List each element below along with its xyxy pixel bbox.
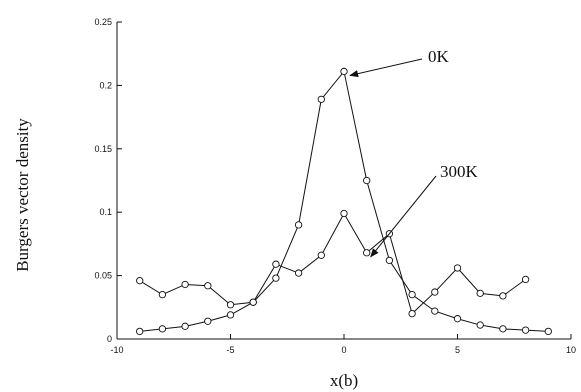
data-point (136, 277, 144, 285)
data-point (181, 280, 189, 289)
data-point (158, 325, 167, 333)
annotation-label: 300K (440, 162, 479, 181)
x-tick-label: 5 (455, 345, 460, 355)
data-point (408, 290, 416, 299)
data-point (363, 176, 371, 185)
data-point (226, 311, 235, 319)
y-axis-label: Burgers vector density (13, 118, 32, 272)
annotation-arrow (370, 175, 437, 258)
annotations-layer: 0K 300K (349, 47, 479, 258)
data-point (204, 317, 212, 325)
x-tick-label: 10 (566, 345, 576, 355)
data-point (317, 95, 325, 103)
x-tick-label: -10 (110, 345, 123, 355)
x-axis-ticks: -10 -5 0 5 10 (110, 334, 576, 355)
data-point (408, 309, 416, 318)
data-point (181, 322, 189, 330)
x-tick-label: -5 (226, 345, 234, 355)
series-layer (136, 67, 552, 336)
data-point (136, 327, 144, 336)
data-point (249, 298, 257, 306)
data-point (385, 256, 394, 265)
y-tick-label: 0.05 (94, 271, 112, 281)
data-point (453, 264, 462, 272)
y-tick-label: 0 (107, 334, 112, 344)
y-tick-label: 0.2 (99, 80, 112, 90)
data-point (226, 301, 235, 309)
data-point (340, 209, 348, 218)
data-point (453, 315, 462, 323)
data-point (499, 325, 507, 333)
y-tick-label: 0.25 (94, 17, 112, 27)
data-point (204, 282, 212, 290)
series-line-2 (139, 212, 526, 315)
data-point (294, 221, 303, 229)
data-point (521, 275, 530, 284)
data-point (340, 67, 348, 76)
data-point (272, 260, 280, 268)
y-tick-label: 0.1 (99, 207, 112, 217)
data-point (363, 249, 371, 257)
x-axis-label: x(b) (330, 371, 358, 390)
y-tick-label: 0.15 (94, 144, 112, 154)
data-point (294, 269, 303, 277)
data-point (431, 307, 439, 315)
annotation-arrow (349, 58, 423, 78)
x-tick-label: 0 (341, 345, 346, 355)
series-line-1 (139, 70, 549, 332)
data-point (317, 251, 325, 259)
data-point (158, 290, 167, 299)
annotation-label: 0K (428, 47, 450, 66)
data-point (272, 274, 280, 282)
data-point (544, 327, 552, 336)
y-axis-ticks: 0 0.05 0.1 0.15 0.2 0.25 (94, 17, 122, 344)
data-point (521, 326, 530, 334)
data-point (499, 292, 507, 300)
data-point (431, 288, 439, 296)
data-point (476, 321, 484, 329)
data-point (476, 289, 484, 298)
